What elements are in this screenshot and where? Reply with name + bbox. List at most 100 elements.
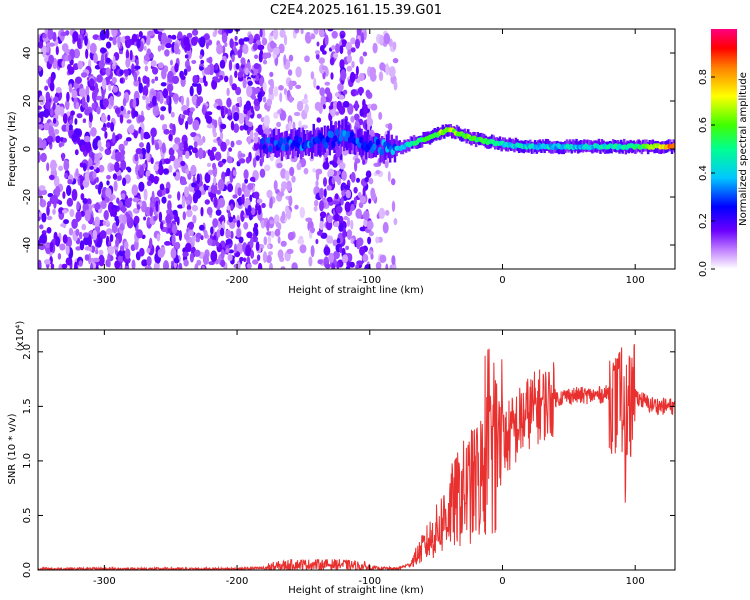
spectrogram-noise-mark bbox=[219, 131, 224, 141]
spectrogram-noise-mark bbox=[324, 34, 329, 46]
spectrogram-noise-mark bbox=[219, 75, 224, 81]
spectrogram-noise-mark bbox=[156, 233, 161, 242]
spectrogram-noise-mark bbox=[38, 65, 42, 72]
spectrogram-noise-mark bbox=[96, 74, 103, 83]
spectrogram-noise-mark bbox=[229, 74, 233, 87]
spectrogram-noise-mark bbox=[123, 69, 130, 74]
spectrogram-noise-mark bbox=[200, 59, 205, 65]
spectrogram-noise-mark bbox=[145, 34, 151, 46]
spectrogram-noise-mark bbox=[251, 207, 256, 216]
spectrogram-noise-mark bbox=[250, 250, 255, 259]
spectrogram-noise-mark bbox=[105, 29, 110, 39]
spectrogram-x-label: Height of straight line (km) bbox=[288, 285, 424, 296]
spectrogram-noise-mark bbox=[76, 113, 83, 119]
y-tick-label: 0.0 bbox=[22, 562, 33, 578]
spectrogram-noise-mark bbox=[117, 254, 124, 264]
spectrogram-noise-mark bbox=[73, 63, 79, 71]
spectrogram-noise-mark bbox=[323, 188, 327, 198]
spectrogram-noise-mark bbox=[105, 187, 112, 198]
spectrogram-noise-mark bbox=[331, 30, 338, 39]
spectrogram-noise-mark bbox=[46, 205, 50, 217]
spectrogram-noise-mark bbox=[84, 35, 88, 46]
spectrogram-noise-mark bbox=[201, 265, 206, 269]
spectrogram-noise-mark bbox=[191, 147, 198, 154]
spectrogram-noise-mark bbox=[43, 122, 50, 131]
y-tick-label: -40 bbox=[22, 237, 33, 253]
spectrogram-noise-mark bbox=[253, 191, 260, 199]
spectrogram-noise-mark bbox=[261, 37, 268, 46]
spectrogram-noise-mark bbox=[359, 246, 366, 256]
spectrogram-noise-mark bbox=[137, 115, 145, 123]
spectrogram-noise-mark bbox=[203, 229, 208, 239]
spectrogram-noise-mark bbox=[54, 185, 61, 198]
spectrogram-halo-mark bbox=[338, 120, 341, 147]
spectrogram-noise-mark bbox=[187, 115, 193, 125]
spectrogram-noise-mark bbox=[214, 62, 219, 71]
spectrogram-noise-mark bbox=[209, 149, 215, 162]
spectrogram-noise-mark bbox=[99, 181, 103, 190]
spectrogram-noise-mark bbox=[50, 263, 55, 269]
spectrogram-noise-mark bbox=[252, 259, 259, 265]
spectrogram-noise-mark bbox=[119, 50, 123, 55]
spectrogram-noise-mark bbox=[194, 263, 199, 269]
spectrogram-noise-mark bbox=[40, 233, 46, 246]
spectrogram-noise-mark bbox=[236, 228, 241, 238]
spectrogram-noise-mark bbox=[115, 151, 122, 163]
spectrogram-noise-mark bbox=[211, 79, 218, 90]
spectrogram-noise-mark bbox=[133, 208, 138, 214]
spectrogram-noise-mark bbox=[262, 52, 268, 60]
spectrogram-noise-mark bbox=[38, 41, 44, 49]
spectrogram-noise-mark bbox=[244, 178, 249, 184]
spectrogram-noise-mark bbox=[197, 138, 204, 146]
spectrogram-noise-mark bbox=[125, 137, 132, 142]
spectrogram-noise-mark bbox=[372, 42, 378, 54]
spectrogram-halo-mark bbox=[382, 138, 386, 164]
spectrogram-noise-mark bbox=[160, 221, 164, 230]
spectrogram-noise-mark bbox=[172, 93, 179, 102]
spectrogram-noise-mark bbox=[79, 240, 85, 251]
spectrogram-noise-mark bbox=[368, 250, 373, 255]
spectrogram-noise-mark bbox=[59, 243, 66, 251]
spectrogram-noise-mark bbox=[273, 111, 279, 119]
spectrogram-noise-mark bbox=[255, 155, 260, 161]
spectrogram-noise-mark bbox=[172, 209, 178, 216]
spectrogram-noise-mark bbox=[68, 227, 74, 236]
spectrogram-noise-mark bbox=[132, 97, 137, 109]
spectrogram-noise-mark bbox=[358, 72, 365, 82]
spectrogram-noise-mark bbox=[251, 94, 257, 100]
spectrogram-signal-mark bbox=[359, 136, 364, 144]
spectrogram-noise-mark bbox=[165, 42, 173, 49]
spectrogram-noise-mark bbox=[212, 162, 216, 170]
spectrogram-noise-mark bbox=[131, 184, 139, 196]
spectrogram-noise-mark bbox=[189, 252, 194, 263]
spectrogram-noise-mark bbox=[375, 170, 381, 175]
spectrogram-noise-mark bbox=[335, 111, 340, 116]
spectrogram-noise-mark bbox=[369, 66, 377, 77]
spectrogram-noise-mark bbox=[313, 206, 318, 212]
spectrogram-noise-mark bbox=[340, 34, 345, 39]
spectrogram-noise-mark bbox=[246, 231, 253, 239]
spectrogram-noise-mark bbox=[341, 254, 349, 264]
spectrogram-noise-mark bbox=[345, 41, 352, 52]
spectrogram-noise-mark bbox=[124, 241, 129, 250]
spectrogram-noise-mark bbox=[105, 228, 113, 235]
spectrogram-signal-mark bbox=[346, 130, 351, 138]
spectrogram-noise-mark bbox=[146, 180, 152, 187]
spectrogram-noise-mark bbox=[125, 49, 130, 60]
spectrogram-noise-mark bbox=[245, 114, 249, 126]
spectrogram-noise-mark bbox=[233, 111, 240, 122]
spectrogram-noise-mark bbox=[362, 253, 369, 263]
spectrogram-noise-mark bbox=[141, 200, 147, 212]
spectrogram-noise-mark bbox=[243, 169, 249, 180]
spectrogram-noise-mark bbox=[180, 160, 186, 167]
y-tick-label: 40 bbox=[22, 47, 33, 60]
spectrogram-signal-mark bbox=[323, 142, 329, 149]
spectrogram-noise-mark bbox=[339, 59, 345, 70]
spectrogram-noise-mark bbox=[131, 63, 135, 75]
spectrogram-noise-mark bbox=[392, 41, 397, 51]
spectrogram-noise-mark bbox=[204, 199, 210, 205]
spectrogram-noise-mark bbox=[206, 162, 212, 167]
spectrogram-noise-mark bbox=[272, 29, 279, 40]
spectrogram-signal-mark bbox=[294, 135, 299, 143]
y-tick-label: 0.5 bbox=[22, 508, 33, 524]
